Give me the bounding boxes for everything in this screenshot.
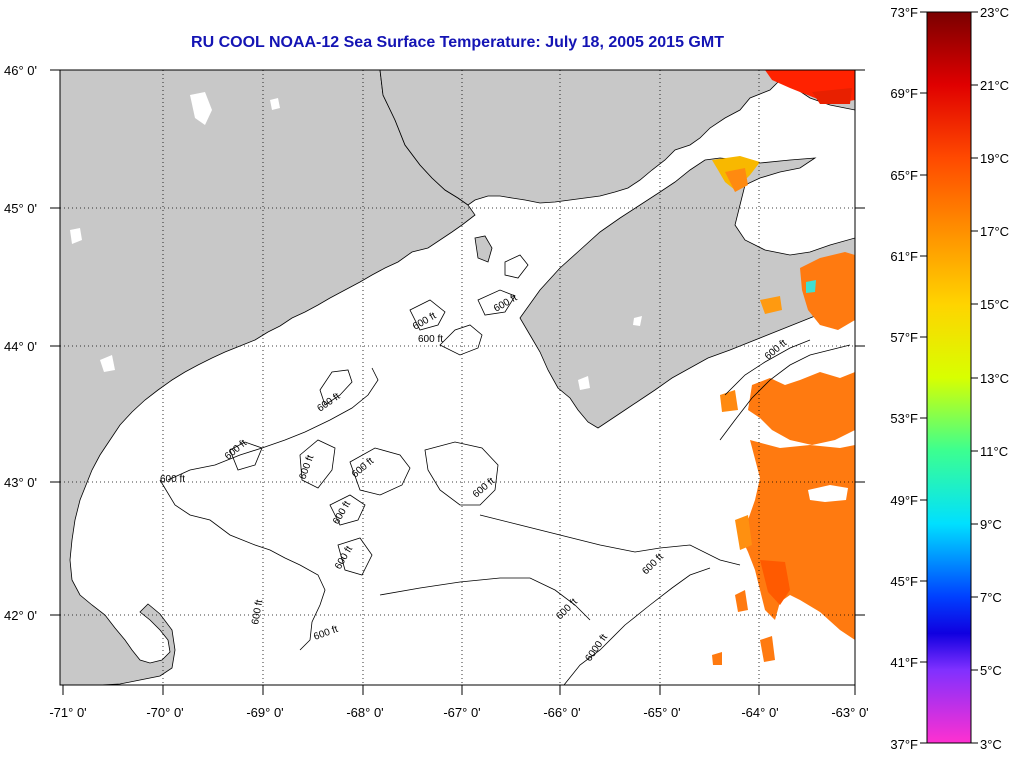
- lon-label: -66° 0': [543, 705, 580, 720]
- map-frame: [59, 69, 856, 686]
- colorbar-fahrenheit-labels: 73°F 69°F 65°F 61°F 57°F 53°F 49°F 45°F …: [890, 5, 918, 752]
- colorbar-celsius-labels: 23°C 21°C 19°C 17°C 15°C 13°C 11°C 9°C 7…: [980, 5, 1009, 752]
- contour-label: 600 ft: [418, 334, 443, 345]
- f-label: 73°F: [890, 5, 918, 20]
- c-label: 21°C: [980, 78, 1009, 93]
- lat-label: 42° 0': [4, 608, 37, 623]
- colorbar-ticks: [920, 11, 978, 744]
- f-label: 49°F: [890, 493, 918, 508]
- land-new-brunswick: [379, 70, 781, 206]
- contour-label: 600 ft: [250, 599, 265, 626]
- f-label: 45°F: [890, 574, 918, 589]
- f-label: 53°F: [890, 411, 918, 426]
- land-nova-scotia: [519, 157, 855, 429]
- longitude-labels: -71° 0' -70° 0' -69° 0' -68° 0' -67° 0' …: [49, 705, 868, 720]
- sst-data: [712, 70, 855, 665]
- c-label: 7°C: [980, 590, 1002, 605]
- colorbar: [926, 11, 972, 744]
- lon-label: -69° 0': [246, 705, 283, 720]
- lon-label: -63° 0': [831, 705, 868, 720]
- axis-ticks: [50, 69, 865, 695]
- c-label: 9°C: [980, 517, 1002, 532]
- map-title: RU COOL NOAA-12 Sea Surface Temperature:…: [191, 34, 724, 51]
- lon-label: -64° 0': [741, 705, 778, 720]
- lat-label: 45° 0': [4, 201, 37, 216]
- f-label: 57°F: [890, 330, 918, 345]
- c-label: 17°C: [980, 224, 1009, 239]
- f-label: 61°F: [890, 249, 918, 264]
- c-label: 3°C: [980, 737, 1002, 752]
- f-label: 65°F: [890, 168, 918, 183]
- c-label: 5°C: [980, 663, 1002, 678]
- lat-label: 44° 0': [4, 339, 37, 354]
- lon-label: -67° 0': [443, 705, 480, 720]
- land-island: [474, 235, 493, 263]
- c-label: 23°C: [980, 5, 1009, 20]
- latitude-labels: 46° 0' 45° 0' 44° 0' 43° 0' 42° 0': [4, 63, 37, 623]
- land-new-england: [60, 70, 476, 685]
- cloud-specks: [70, 92, 642, 390]
- c-label: 13°C: [980, 371, 1009, 386]
- lon-label: -71° 0': [49, 705, 86, 720]
- f-label: 37°F: [890, 737, 918, 752]
- lon-label: -68° 0': [346, 705, 383, 720]
- lon-label: -65° 0': [643, 705, 680, 720]
- contour-label: 600 ft: [160, 474, 185, 485]
- c-label: 19°C: [980, 151, 1009, 166]
- lat-label: 46° 0': [4, 63, 37, 78]
- c-label: 11°C: [980, 444, 1008, 459]
- lon-label: -70° 0': [146, 705, 183, 720]
- bathymetry-contours: [159, 254, 851, 685]
- c-label: 15°C: [980, 297, 1009, 312]
- lat-label: 43° 0': [4, 475, 37, 490]
- f-label: 69°F: [890, 86, 918, 101]
- f-label: 41°F: [890, 655, 918, 670]
